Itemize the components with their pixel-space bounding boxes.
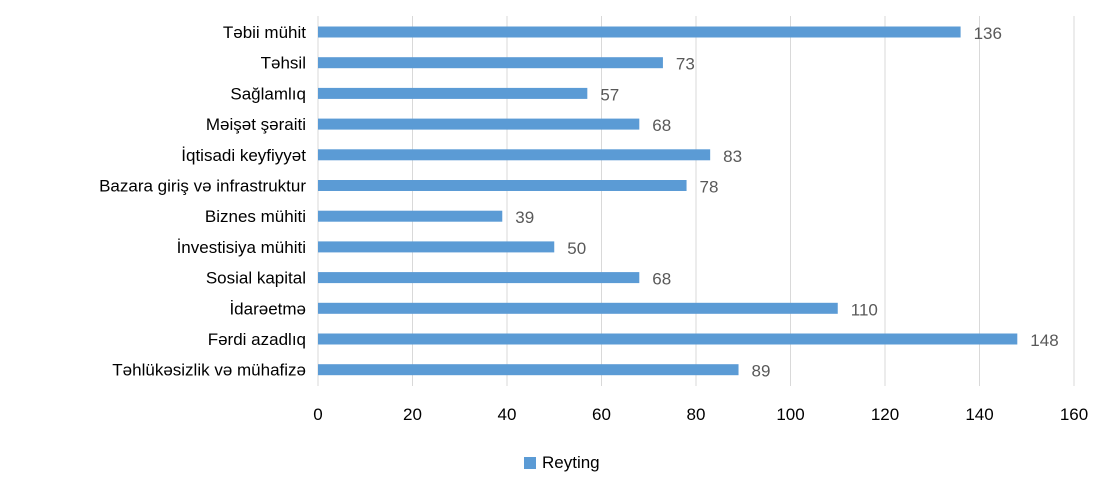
data-label: 50 (567, 239, 586, 258)
data-label: 78 (700, 178, 719, 197)
data-label: 89 (752, 362, 771, 381)
bar (318, 26, 961, 38)
category-label: Biznes mühiti (205, 207, 306, 226)
legend-label: Reyting (542, 453, 600, 472)
data-label: 83 (723, 147, 742, 166)
x-axis-tick-labels: 0 20 40 60 80 100 120 140 160 (313, 405, 1088, 424)
category-label: İnvestisiya mühiti (177, 238, 306, 257)
x-tick-label: 100 (776, 405, 804, 424)
bar (318, 210, 503, 222)
x-tick-label: 120 (871, 405, 899, 424)
bars (318, 26, 1018, 376)
x-tick-label: 80 (687, 405, 706, 424)
legend: Reyting (524, 453, 600, 472)
x-tick-label: 20 (403, 405, 422, 424)
category-label: Məişət şəraiti (206, 115, 306, 134)
bar (318, 149, 711, 161)
category-label: İqtisadi keyfiyyət (181, 146, 306, 165)
data-label: 110 (851, 300, 878, 319)
category-label: Bazara giriş və infrastruktur (99, 177, 306, 196)
bar (318, 241, 555, 253)
data-label: 68 (652, 270, 671, 289)
category-label: Sosial kapital (206, 269, 306, 288)
category-label: Təhsil (261, 54, 306, 73)
bar (318, 118, 640, 130)
category-label: Təhlükəsizlik və mühafizə (112, 361, 306, 380)
data-label: 136 (974, 24, 1002, 43)
x-tick-label: 0 (313, 405, 322, 424)
bar (318, 57, 663, 69)
bar (318, 364, 739, 376)
x-tick-label: 40 (498, 405, 517, 424)
bar (318, 302, 838, 314)
bar (318, 333, 1018, 345)
x-tick-label: 60 (592, 405, 611, 424)
bar (318, 180, 687, 191)
grid-lines (317, 16, 1075, 386)
data-label: 73 (676, 55, 695, 74)
category-label: Sağlamlıq (230, 84, 306, 103)
category-label: İdarəetmə (229, 299, 306, 318)
data-label: 148 (1030, 331, 1058, 350)
bar (318, 87, 588, 99)
category-labels: Təbii mühit Təhsil Sağlamlıq Məişət şəraiti… (99, 23, 306, 380)
data-label: 57 (600, 85, 619, 104)
category-label: Fərdi azadlıq (208, 330, 306, 349)
x-tick-label: 160 (1060, 405, 1088, 424)
legend-swatch (524, 457, 536, 469)
bar (318, 272, 640, 284)
data-label: 68 (652, 116, 671, 135)
data-label: 39 (515, 208, 534, 227)
category-label: Təbii mühit (223, 23, 306, 42)
x-tick-label: 140 (965, 405, 993, 424)
